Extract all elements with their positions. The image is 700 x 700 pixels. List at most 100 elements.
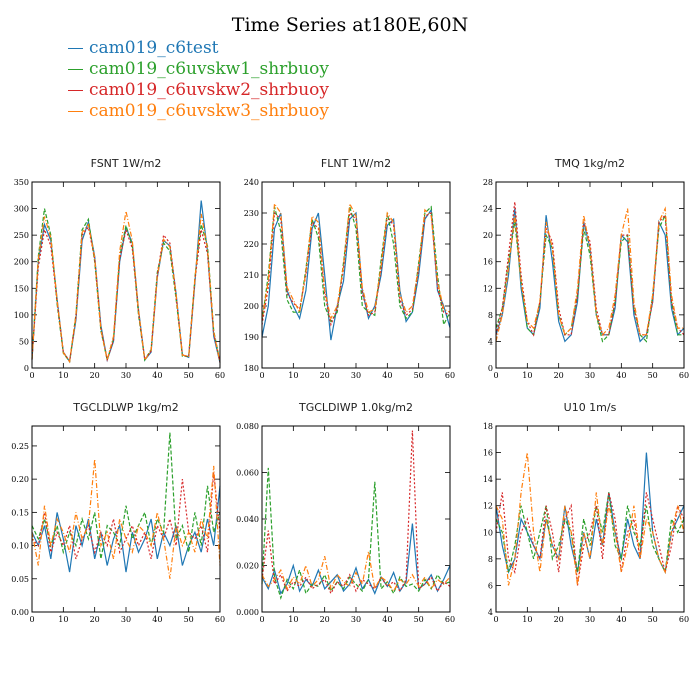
chart-panel-2: FLNT 1W/m2 0 10 20 30 40 50 60 180 190 200 210 220 23… — [244, 157, 455, 380]
y-tick-label: 210 — [244, 271, 259, 280]
x-tick-label: 20 — [554, 615, 564, 624]
y-tick-label: 4 — [488, 337, 493, 346]
x-tick-label: 20 — [90, 371, 100, 380]
plot-frame — [495, 425, 685, 613]
series-line-3 — [261, 211, 451, 327]
y-tick-label: 0.060 — [236, 469, 259, 478]
x-tick-label: 40 — [616, 371, 626, 380]
y-tick-label: 0.20 — [11, 475, 29, 484]
panel-title: TGCLDLWP 1kg/m2 — [72, 401, 178, 414]
series-line-3 — [495, 492, 685, 586]
x-tick-label: 60 — [215, 371, 225, 380]
y-tick-label: 20 — [483, 231, 493, 240]
x-tick-label: 50 — [414, 371, 424, 380]
y-tick-label: 14 — [483, 475, 493, 484]
y-tick-label: 200 — [14, 258, 29, 267]
series-line-3 — [31, 472, 221, 560]
legend-item-uvskw3: cam019_c6uvskw3_shrbuoy — [68, 101, 329, 122]
y-tick-label: 12 — [483, 284, 493, 293]
x-tick-label: 10 — [288, 615, 298, 624]
legend-label: cam019_c6uvskw3_shrbuoy — [89, 101, 329, 121]
series-line-4 — [495, 452, 685, 586]
y-tick-label: 0.000 — [236, 608, 259, 617]
panel-title: FLNT 1W/m2 — [321, 157, 391, 170]
x-tick-label: 30 — [585, 371, 595, 380]
plot-frame — [261, 181, 451, 369]
panel-title: TGCLDIWP 1.0kg/m2 — [298, 401, 413, 414]
series-line-3 — [261, 430, 451, 595]
series-line-2 — [495, 492, 685, 575]
panel-title: U10 1m/s — [564, 401, 617, 414]
y-tick-label: 0.040 — [236, 515, 259, 524]
legend-swatch — [68, 111, 83, 112]
x-tick-label: 60 — [215, 615, 225, 624]
y-tick-label: 150 — [14, 284, 29, 293]
y-tick-label: 8 — [488, 311, 493, 320]
x-tick-label: 0 — [493, 615, 498, 624]
y-tick-label: 220 — [244, 240, 259, 249]
y-tick-label: 100 — [14, 311, 29, 320]
x-tick-label: 0 — [29, 371, 34, 380]
series-line-2 — [31, 432, 221, 560]
y-tick-label: 6 — [488, 581, 493, 590]
plot-frame — [31, 425, 221, 613]
x-tick-label: 40 — [382, 371, 392, 380]
x-tick-label: 60 — [679, 371, 689, 380]
x-tick-label: 10 — [58, 371, 68, 380]
y-tick-label: 28 — [483, 178, 493, 187]
y-tick-label: 4 — [488, 608, 493, 617]
y-tick-label: 12 — [483, 502, 493, 511]
x-tick-label: 30 — [585, 615, 595, 624]
x-tick-label: 10 — [522, 615, 532, 624]
y-tick-label: 230 — [244, 209, 259, 218]
legend-label: cam019_c6test — [89, 38, 219, 58]
series-line-4 — [31, 211, 221, 364]
y-tick-label: 16 — [483, 449, 493, 458]
x-tick-label: 10 — [522, 371, 532, 380]
series-line-4 — [261, 551, 451, 593]
y-tick-label: 0.05 — [11, 575, 29, 584]
series-line-4 — [31, 459, 221, 579]
plot-frame — [495, 181, 685, 369]
x-tick-label: 0 — [259, 371, 264, 380]
x-tick-label: 40 — [616, 615, 626, 624]
x-tick-label: 50 — [184, 615, 194, 624]
y-tick-label: 0.020 — [236, 562, 259, 571]
x-tick-label: 60 — [679, 615, 689, 624]
legend: cam019_c6test cam019_c6uvskw1_shrbuoy ca… — [68, 38, 329, 122]
y-tick-label: 0 — [24, 364, 29, 373]
y-tick-label: 24 — [483, 205, 493, 214]
y-tick-label: 250 — [14, 231, 29, 240]
series-line-3 — [31, 225, 221, 363]
series-line-1 — [261, 208, 451, 341]
series-line-1 — [261, 523, 451, 595]
page-title: Time Series at180E,60N — [231, 14, 469, 36]
plot-frame — [31, 181, 221, 369]
x-tick-label: 60 — [445, 371, 455, 380]
x-tick-label: 30 — [121, 615, 131, 624]
legend-item-uvskw2: cam019_c6uvskw2_shrbuoy — [68, 80, 329, 101]
y-tick-label: 8 — [488, 555, 493, 564]
legend-swatch — [68, 90, 83, 91]
legend-item-uvskw1: cam019_c6uvskw1_shrbuoy — [68, 59, 329, 80]
y-tick-label: 50 — [19, 337, 29, 346]
series-line-1 — [495, 208, 685, 343]
series-line-2 — [261, 467, 451, 600]
series-line-2 — [495, 212, 684, 343]
x-tick-label: 50 — [414, 615, 424, 624]
x-tick-label: 0 — [29, 615, 34, 624]
series-line-2 — [261, 205, 451, 327]
legend-item-c6test: cam019_c6test — [68, 38, 329, 59]
x-tick-label: 50 — [184, 371, 194, 380]
y-tick-label: 0.080 — [236, 422, 259, 431]
y-tick-label: 16 — [483, 258, 493, 267]
y-tick-label: 200 — [244, 302, 259, 311]
chart-panel-1: FSNT 1W/m2 0 10 20 30 40 50 60 0 50 100 150 200 250 30… — [14, 157, 225, 380]
y-tick-label: 0 — [488, 364, 493, 373]
y-tick-label: 0.15 — [11, 508, 29, 517]
x-tick-label: 20 — [90, 615, 100, 624]
plot-frame — [261, 425, 451, 613]
y-tick-label: 190 — [244, 333, 259, 342]
legend-swatch — [68, 48, 83, 49]
panel-title: TMQ 1kg/m2 — [554, 157, 625, 170]
